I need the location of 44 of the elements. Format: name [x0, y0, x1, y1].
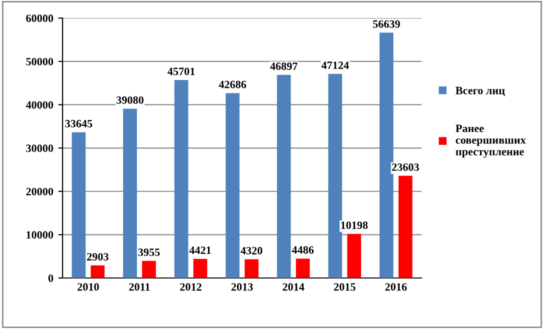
data-label: 4421 [189, 246, 211, 254]
y-tick-label: 30000 [26, 144, 54, 152]
y-tick-label: 60000 [26, 14, 54, 22]
data-label: 39080 [116, 96, 144, 104]
data-label: 46897 [270, 62, 298, 70]
data-label: 56639 [373, 20, 400, 28]
data-label: 45701 [168, 68, 195, 76]
legend-label: Всего лиц [456, 86, 505, 96]
bar [296, 258, 310, 278]
bar [142, 260, 156, 278]
bar [72, 132, 86, 278]
x-tick-label: 2015 [334, 283, 356, 291]
bar [244, 259, 258, 278]
bar [398, 176, 412, 278]
x-tick-label: 2016 [385, 283, 407, 291]
data-label: 10198 [341, 221, 368, 229]
data-label: 4320 [240, 246, 262, 254]
x-tick-label: 2012 [180, 283, 202, 291]
bar [174, 80, 188, 278]
bar [276, 74, 291, 278]
legend-label: Ранее совершивших преступление [456, 124, 526, 158]
bar [328, 74, 342, 278]
bar [90, 265, 105, 278]
x-tick-label: 2014 [282, 283, 304, 291]
data-label: 33645 [65, 120, 92, 128]
bar [226, 93, 240, 278]
data-label: 42686 [218, 80, 246, 88]
y-tick-label: 10000 [26, 231, 54, 239]
y-tick-label: 0 [48, 274, 54, 282]
data-label: 2903 [87, 253, 108, 261]
bar [123, 108, 137, 278]
bar [380, 32, 394, 278]
data-label: 47124 [321, 62, 349, 69]
x-tick-label: 2011 [129, 283, 150, 291]
bar [347, 234, 362, 278]
y-tick-label: 40000 [26, 101, 54, 109]
y-tick-label: 50000 [26, 58, 54, 66]
data-label: 4486 [292, 246, 314, 254]
data-label: 3955 [138, 248, 160, 256]
x-tick-label: 2010 [78, 283, 99, 291]
bar [193, 258, 208, 278]
y-tick-label: 20000 [26, 188, 54, 196]
x-tick-label: 2013 [231, 283, 253, 291]
data-label: 23603 [392, 163, 419, 171]
